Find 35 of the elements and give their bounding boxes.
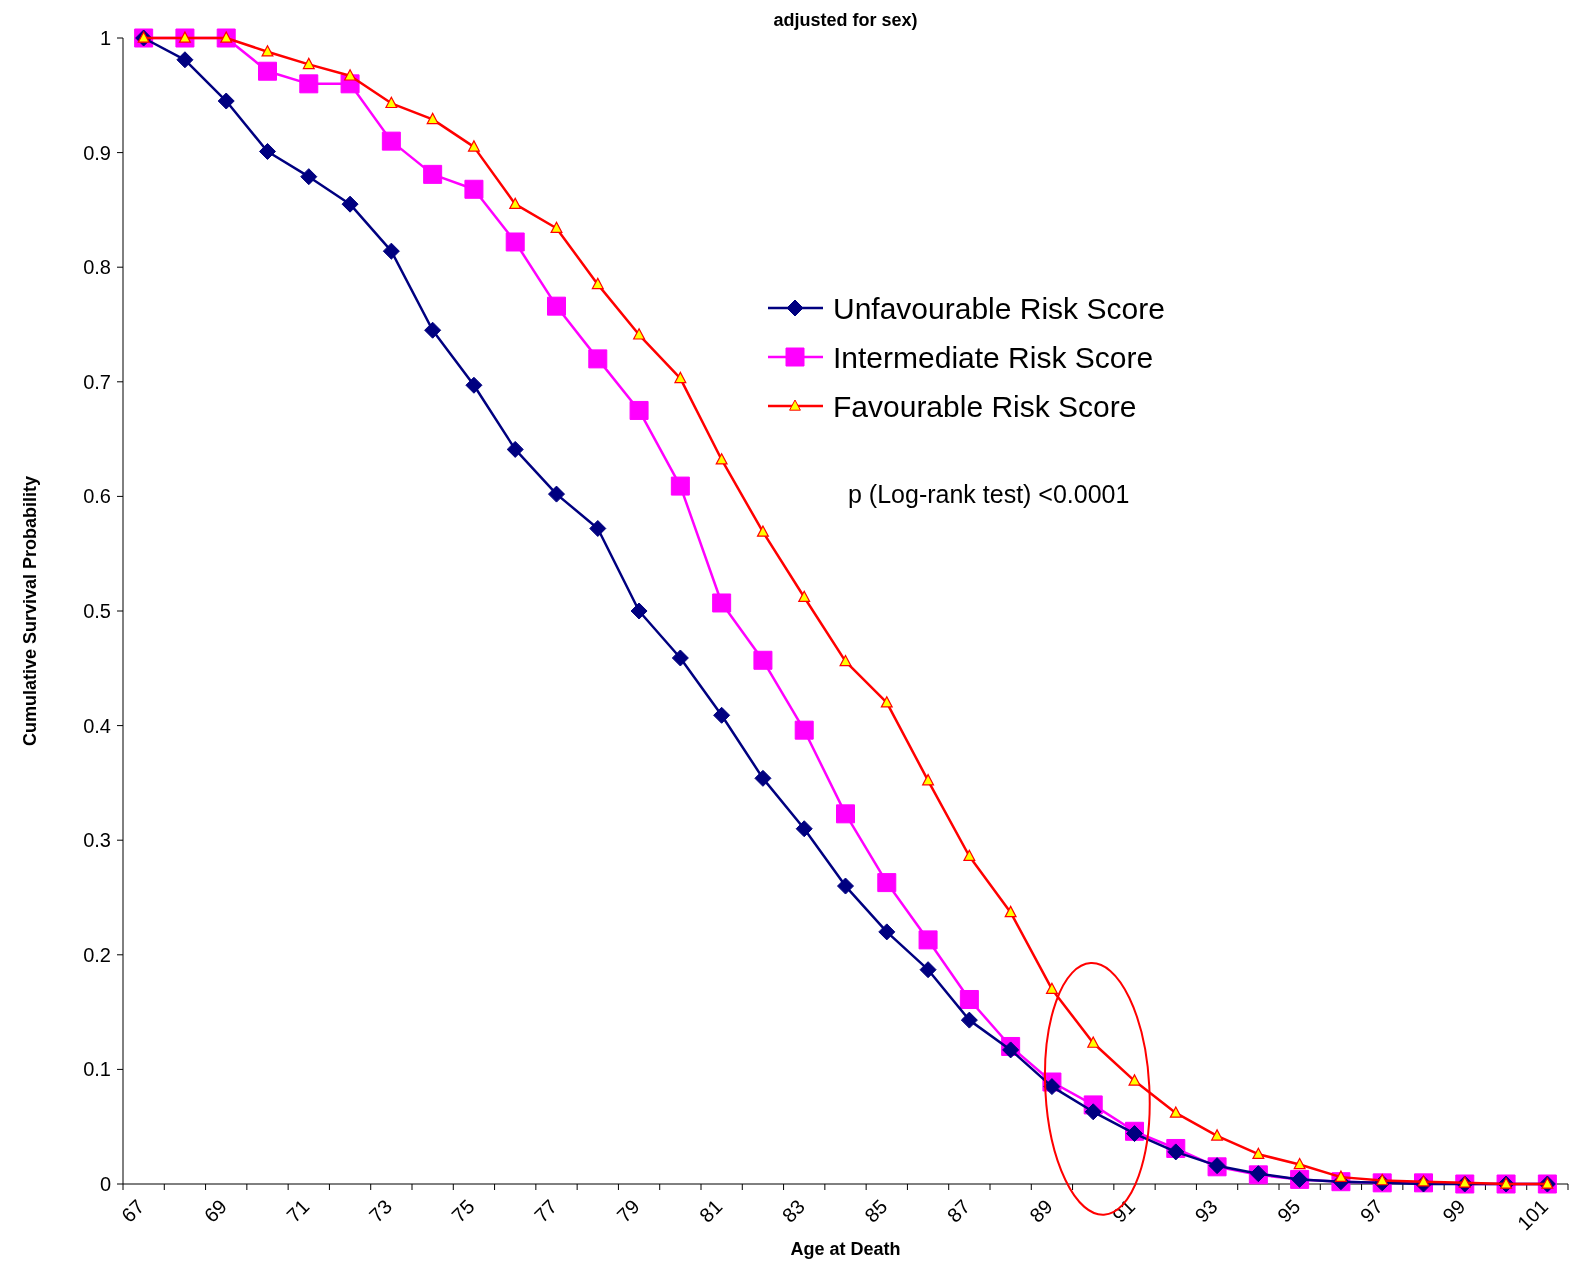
- y-tick-label: 0.5: [83, 600, 111, 622]
- y-tick-label: 0.7: [83, 370, 111, 393]
- x-tick-label: 77: [529, 1195, 562, 1227]
- y-tick-label: 0.9: [83, 141, 111, 164]
- y-tick-label: 0.3: [83, 829, 111, 852]
- x-tick-label: 85: [860, 1195, 892, 1227]
- legend-label: Intermediate Risk Score: [833, 340, 1154, 374]
- y-tick-label: 0.2: [83, 943, 111, 966]
- y-axis-title: Cumulative Survival Probability: [20, 475, 40, 747]
- x-tick-label: 67: [117, 1195, 149, 1227]
- y-tick-label: 1: [99, 27, 111, 49]
- chart-title: adjusted for sex): [773, 10, 918, 30]
- x-tick-label: 73: [364, 1195, 397, 1227]
- x-tick-label: 93: [1190, 1195, 1222, 1227]
- legend-label: Unfavourable Risk Score: [833, 291, 1165, 325]
- legend-label: Favourable Risk Score: [833, 389, 1137, 423]
- x-tick-label: 79: [612, 1195, 644, 1227]
- x-tick-label: 101: [1512, 1195, 1553, 1235]
- x-tick-label: 97: [1355, 1195, 1387, 1227]
- x-tick-label: 95: [1273, 1195, 1305, 1227]
- y-tick-label: 0.6: [83, 485, 111, 508]
- x-tick-label: 81: [695, 1195, 727, 1227]
- x-tick-label: 83: [777, 1195, 809, 1227]
- x-tick-label: 75: [447, 1195, 479, 1227]
- x-axis-title: Age at Death: [790, 1239, 901, 1259]
- y-tick-label: 0.8: [83, 256, 111, 279]
- y-tick-label: 0: [99, 1173, 111, 1195]
- y-tick-label: 0.1: [83, 1058, 111, 1081]
- x-tick-label: 87: [942, 1195, 975, 1227]
- x-tick-label: 99: [1438, 1195, 1470, 1227]
- annotation: p (Log-rank test) <0.0001: [848, 480, 1130, 508]
- y-tick-label: 0.4: [83, 714, 111, 737]
- x-tick-label: 69: [199, 1195, 231, 1227]
- x-tick-label: 89: [1025, 1195, 1057, 1227]
- x-tick-label: 71: [282, 1195, 314, 1227]
